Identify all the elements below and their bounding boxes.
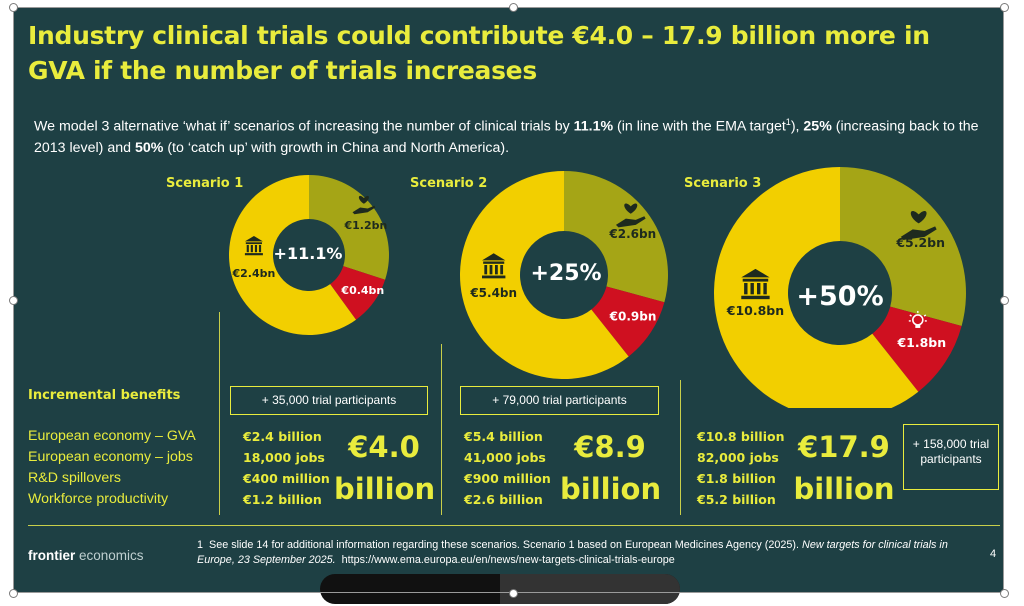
scenario-1-values: €2.4 billion 18,000 jobs €400 million €1.2 … bbox=[243, 429, 330, 507]
incremental-benefits-title: Incremental benefits bbox=[28, 388, 181, 403]
resize-handle-top[interactable] bbox=[509, 3, 518, 12]
scenario-2-hand-heart-icon bbox=[615, 203, 646, 228]
scenario-3-total: €17.9 billion bbox=[793, 430, 895, 506]
page-number: 4 bbox=[990, 548, 997, 560]
resize-handle-top-right[interactable] bbox=[1000, 3, 1009, 12]
scenario-2-workforce-label: €2.6bn bbox=[608, 227, 656, 241]
intro-text: We model 3 alternative ‘what if’ scenari… bbox=[34, 117, 979, 156]
scenario-1-workforce-slice bbox=[309, 175, 390, 280]
scenario-3-participants: + 158,000 trial participants bbox=[903, 424, 999, 490]
donut-charts: €1.2bn €0.4bn €2.4bn €2.6bn €0.9bn €5.4bn €5.2… bbox=[229, 167, 967, 408]
scenario-2-bank-icon bbox=[482, 253, 506, 279]
scenario-1-total: €4.0 billion bbox=[334, 430, 436, 506]
resize-handle-left[interactable] bbox=[9, 296, 18, 305]
resize-handle-top-left[interactable] bbox=[9, 3, 18, 12]
scenario-2-participants: + 79,000 trial participants bbox=[460, 386, 659, 415]
scenario-3-hand-heart-icon bbox=[900, 210, 937, 240]
scenario-1-rnd-slice bbox=[330, 266, 386, 320]
divider-3 bbox=[680, 380, 681, 515]
scenario-2-gva-slice bbox=[459, 171, 629, 379]
scenario-1-participants: + 35,000 trial participants bbox=[230, 386, 428, 415]
benefit-workforce: Workforce productivity bbox=[28, 491, 169, 507]
presentation-toolbar[interactable] bbox=[320, 574, 680, 604]
scenario-1-gva-label: €2.4bn bbox=[231, 267, 275, 280]
scenario-1-hand-heart-icon bbox=[352, 195, 376, 215]
scenario-1-center: +11.1% bbox=[273, 244, 343, 263]
resize-handle-bottom[interactable] bbox=[509, 589, 518, 598]
slide-title: Industry clinical trials could contribut… bbox=[28, 21, 930, 85]
scenario-3-workforce-slice bbox=[840, 167, 967, 326]
scenario-1-gva-slice bbox=[229, 175, 357, 335]
scenario-3-bank-icon bbox=[741, 268, 770, 300]
footer-divider bbox=[28, 525, 1000, 526]
scenario-1-label: Scenario 1 bbox=[166, 176, 244, 191]
resize-handle-bottom-right[interactable] bbox=[1000, 589, 1009, 598]
benefit-gva: European economy – GVA bbox=[28, 428, 196, 444]
slide[interactable]: Industry clinical trials could contribut… bbox=[14, 8, 1004, 593]
divider-1 bbox=[219, 312, 220, 515]
scenario-3-values: €10.8 billion 82,000 jobs €1.8 billion €5.2… bbox=[697, 429, 785, 507]
scenario-2-gva-label: €5.4bn bbox=[469, 286, 517, 300]
scenario-2-total: €8.9 billion bbox=[560, 430, 662, 506]
benefit-rnd: R&D spillovers bbox=[28, 470, 122, 486]
scenario-3-center: +50% bbox=[796, 281, 884, 312]
benefits-list: European economy – GVA European economy … bbox=[28, 426, 196, 510]
scenario-1-rnd-label: €0.4bn bbox=[340, 284, 384, 297]
scenario-2-workforce-slice bbox=[564, 171, 668, 303]
resize-handle-right[interactable] bbox=[1000, 296, 1009, 305]
resize-handle-bottom-left[interactable] bbox=[9, 589, 18, 598]
scenario-3-rnd-label: €1.8bn bbox=[896, 335, 946, 350]
scenario-2-rnd-slice bbox=[591, 286, 665, 357]
scenario-3-gva-label: €10.8bn bbox=[726, 303, 784, 318]
scenario-2-center: +25% bbox=[530, 261, 602, 286]
scenario-3-lightbulb-icon bbox=[908, 310, 927, 328]
frontier-economics-logo: frontier economics bbox=[28, 548, 144, 563]
scenario-2-rnd-label: €0.9bn bbox=[609, 310, 657, 324]
scenario-3-workforce-label: €5.2bn bbox=[895, 235, 945, 250]
scenario-3-label: Scenario 3 bbox=[684, 176, 762, 191]
scenario-2-values: €5.4 billion 41,000 jobs €900 million €2.6 … bbox=[464, 429, 551, 507]
divider-2 bbox=[441, 344, 442, 515]
benefit-jobs: European economy – jobs bbox=[28, 449, 193, 465]
scenario-1-workforce-label: €1.2bn bbox=[343, 219, 387, 232]
scenario-1-bank-icon bbox=[244, 236, 263, 256]
scenario-2-label: Scenario 2 bbox=[410, 176, 488, 191]
scenario-3-rnd-slice bbox=[872, 306, 962, 392]
footnote: 1 See slide 14 for additional informatio… bbox=[197, 539, 948, 566]
scenario-3-gva-slice bbox=[714, 167, 919, 408]
